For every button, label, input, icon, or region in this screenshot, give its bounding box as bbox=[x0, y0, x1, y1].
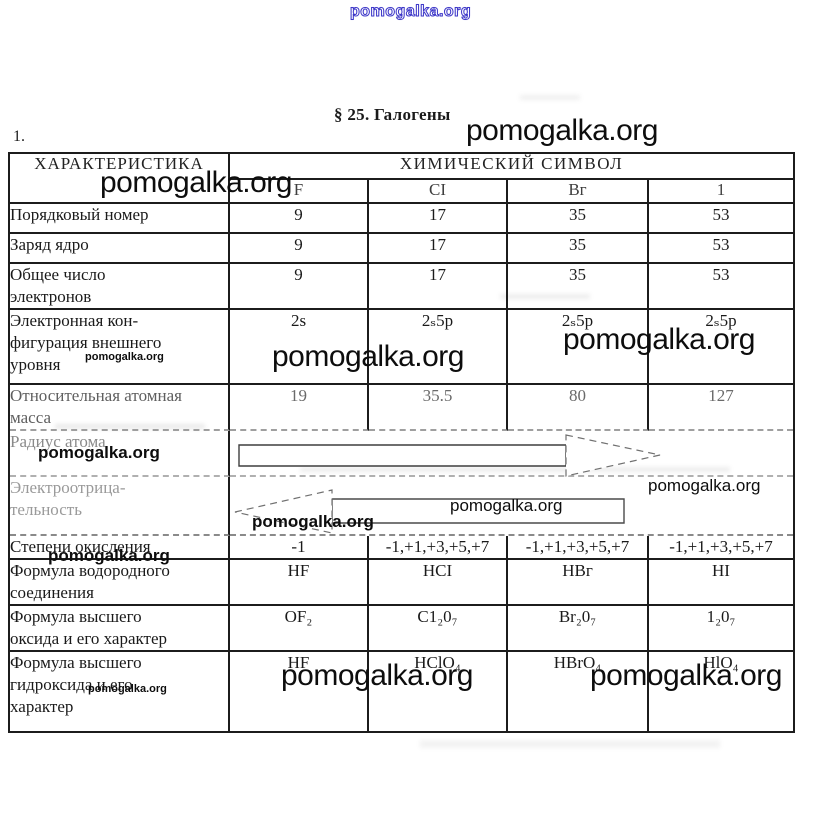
row-label: Электроотрица- тельность bbox=[10, 477, 230, 536]
cell-value: 35 bbox=[508, 204, 649, 234]
table-row: Формула высшего гидроксида и его характе… bbox=[10, 652, 793, 731]
cell-value: Br₂0₇ bbox=[508, 606, 649, 652]
table-row: Электронная кон- фигурация внешнего уров… bbox=[10, 310, 794, 385]
cell-value: HF bbox=[230, 652, 369, 731]
cell-value: 9 bbox=[230, 264, 369, 310]
cell-value: OF₂ bbox=[230, 606, 369, 652]
cell-value: 9 bbox=[230, 204, 369, 234]
watermark: pomogalka.org bbox=[450, 496, 563, 515]
header-chemical-symbol: ХИМИЧЕСКИЙ СИМВОЛ bbox=[230, 154, 794, 180]
watermark: pomogalka.org bbox=[590, 659, 782, 692]
table-row: Радиус атома bbox=[10, 431, 794, 477]
cell-value: HBrO₄ bbox=[508, 652, 649, 731]
cell-value: 127 bbox=[649, 385, 794, 431]
header-symbol-f: F bbox=[230, 180, 369, 204]
cell-value: -1,+1,+3,+5,+7 bbox=[649, 536, 794, 560]
cell-value: 9 bbox=[230, 234, 369, 264]
watermark: pomogalka.org bbox=[349, 3, 472, 20]
cell-value: 2s bbox=[230, 310, 369, 385]
watermark: pomogalka.org bbox=[563, 323, 755, 356]
cell-value: C1₂0₇ bbox=[369, 606, 508, 652]
watermark: pomogalka.org bbox=[100, 166, 292, 199]
scan-noise bbox=[420, 740, 720, 748]
cell-value: -1 bbox=[230, 536, 369, 560]
table-row: Относительная атомная масса 19 35.5 80 1… bbox=[10, 385, 794, 431]
row-label: Степени окисления bbox=[10, 536, 230, 560]
row-label: Заряд ядро bbox=[10, 234, 230, 264]
table-row: Общее число электронов 9 17 35 53 bbox=[10, 264, 794, 310]
row-label: Формула высшего оксида и его характер bbox=[10, 606, 230, 652]
cell-value: HF bbox=[230, 560, 369, 606]
table-row: Порядковый номер 9 17 35 53 bbox=[10, 204, 794, 234]
watermark: pomogalka.org bbox=[281, 659, 473, 692]
row-label: Радиус атома bbox=[10, 431, 230, 477]
watermark: pomogalka.org bbox=[48, 546, 170, 565]
row-label: Порядковый номер bbox=[10, 204, 230, 234]
cell-value: HBг bbox=[508, 560, 649, 606]
row-label: Формула высшего гидроксида и его характе… bbox=[10, 652, 230, 731]
electronegativity-trend-cell bbox=[230, 477, 794, 536]
watermark: pomogalka.org bbox=[252, 512, 374, 531]
cell-value: 2ₛ5p bbox=[369, 310, 508, 385]
header-characteristic: ХАРАКТЕРИСТИКА bbox=[10, 154, 230, 204]
scan-noise bbox=[55, 424, 205, 429]
watermark: pomogalka.org bbox=[272, 340, 464, 373]
cell-value: 17 bbox=[369, 204, 508, 234]
row-label: Формула водородного соединения bbox=[10, 560, 230, 606]
table-row: Степени окисления -1 -1,+1,+3,+5,+7 -1,+… bbox=[10, 536, 794, 560]
cell-value: -1,+1,+3,+5,+7 bbox=[369, 536, 508, 560]
table-row: Формула высшего оксида и его характер OF… bbox=[10, 606, 794, 652]
radius-trend-cell bbox=[230, 431, 794, 477]
row-label: Общее число электронов bbox=[10, 264, 230, 310]
electronegativity-increase-arrow-icon bbox=[234, 489, 625, 534]
cell-value: -1,+1,+3,+5,+7 bbox=[508, 536, 649, 560]
watermark: pomogalka.org bbox=[648, 476, 761, 495]
cell-value: 2ₛ5p bbox=[649, 310, 794, 385]
table-row: Заряд ядро 9 17 35 53 bbox=[10, 234, 794, 264]
cell-value: 53 bbox=[649, 234, 794, 264]
header-symbol-br: Вг bbox=[508, 180, 649, 204]
cell-value: 53 bbox=[649, 204, 794, 234]
cell-value: HI bbox=[649, 560, 794, 606]
cell-value: HCI bbox=[369, 560, 508, 606]
cell-value: 35 bbox=[508, 264, 649, 310]
radius-increase-arrow-icon bbox=[238, 434, 661, 477]
watermark: pomogalka.org bbox=[88, 683, 167, 695]
header-symbol-i: 1 bbox=[649, 180, 794, 204]
cell-value: 17 bbox=[369, 264, 508, 310]
characteristics-table: ХАРАКТЕРИСТИКА ХИМИЧЕСКИЙ СИМВОЛ F CI Вг… bbox=[8, 152, 795, 733]
table-row: Электроотрица- тельность bbox=[10, 477, 794, 536]
scan-noise bbox=[520, 95, 580, 100]
cell-value: HClO₄ bbox=[369, 652, 508, 731]
watermark: pomogalka.org bbox=[38, 443, 160, 462]
cell-value: 35.5 bbox=[369, 385, 508, 431]
cell-value: HlO₄ bbox=[703, 653, 739, 672]
cell-value: 19 bbox=[230, 385, 369, 431]
scan-noise bbox=[500, 294, 590, 299]
row-label: Относительная атомная масса bbox=[10, 385, 230, 431]
watermark: pomogalka.org bbox=[85, 351, 164, 363]
item-number: 1. bbox=[13, 128, 25, 145]
cell-value: 35 bbox=[508, 234, 649, 264]
table-row: Формула водородного соединения HF HCI HB… bbox=[10, 560, 794, 606]
cell-value: 1₂0₇ bbox=[649, 606, 794, 652]
watermark: pomogalka.org bbox=[466, 114, 658, 147]
row-label: Электронная кон- фигурация внешнего уров… bbox=[10, 310, 230, 385]
scan-noise bbox=[300, 467, 730, 472]
cell-value: 53 bbox=[649, 264, 794, 310]
section-title: § 25. Галогены bbox=[334, 105, 451, 124]
header-symbol-cl: CI bbox=[369, 180, 508, 204]
cell-value: 80 bbox=[508, 385, 649, 431]
cell-value: 17 bbox=[369, 234, 508, 264]
cell-value: 2ₛ5p bbox=[508, 310, 649, 385]
